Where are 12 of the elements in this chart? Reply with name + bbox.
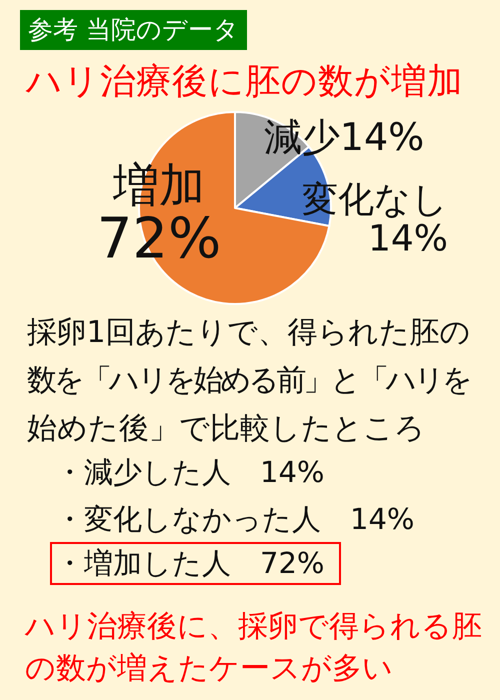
data-label: 14% xyxy=(368,218,448,260)
text: ・減少した人 14% xyxy=(55,454,324,491)
data-label: 14% xyxy=(340,115,424,159)
text: ・変化しなかった人 14% xyxy=(55,501,414,538)
text: 始めた後」で比較したところ xyxy=(27,410,425,448)
text: ・増加した人 72% xyxy=(55,545,324,582)
text: 数を「ハリを始める前」と「ハリを xyxy=(27,362,470,400)
chart-subtitle: 参考 当院のデータ xyxy=(20,10,247,50)
text: ハリ治療後に、採卵で得られる胚の数が増えたケースが多い xyxy=(25,608,483,688)
chart-title: ハリ治療後に胚の数が増加 xyxy=(26,61,463,103)
slice-label: 減少 xyxy=(264,115,340,159)
text: 採卵1回あたりで、得られた胚の xyxy=(27,314,470,352)
